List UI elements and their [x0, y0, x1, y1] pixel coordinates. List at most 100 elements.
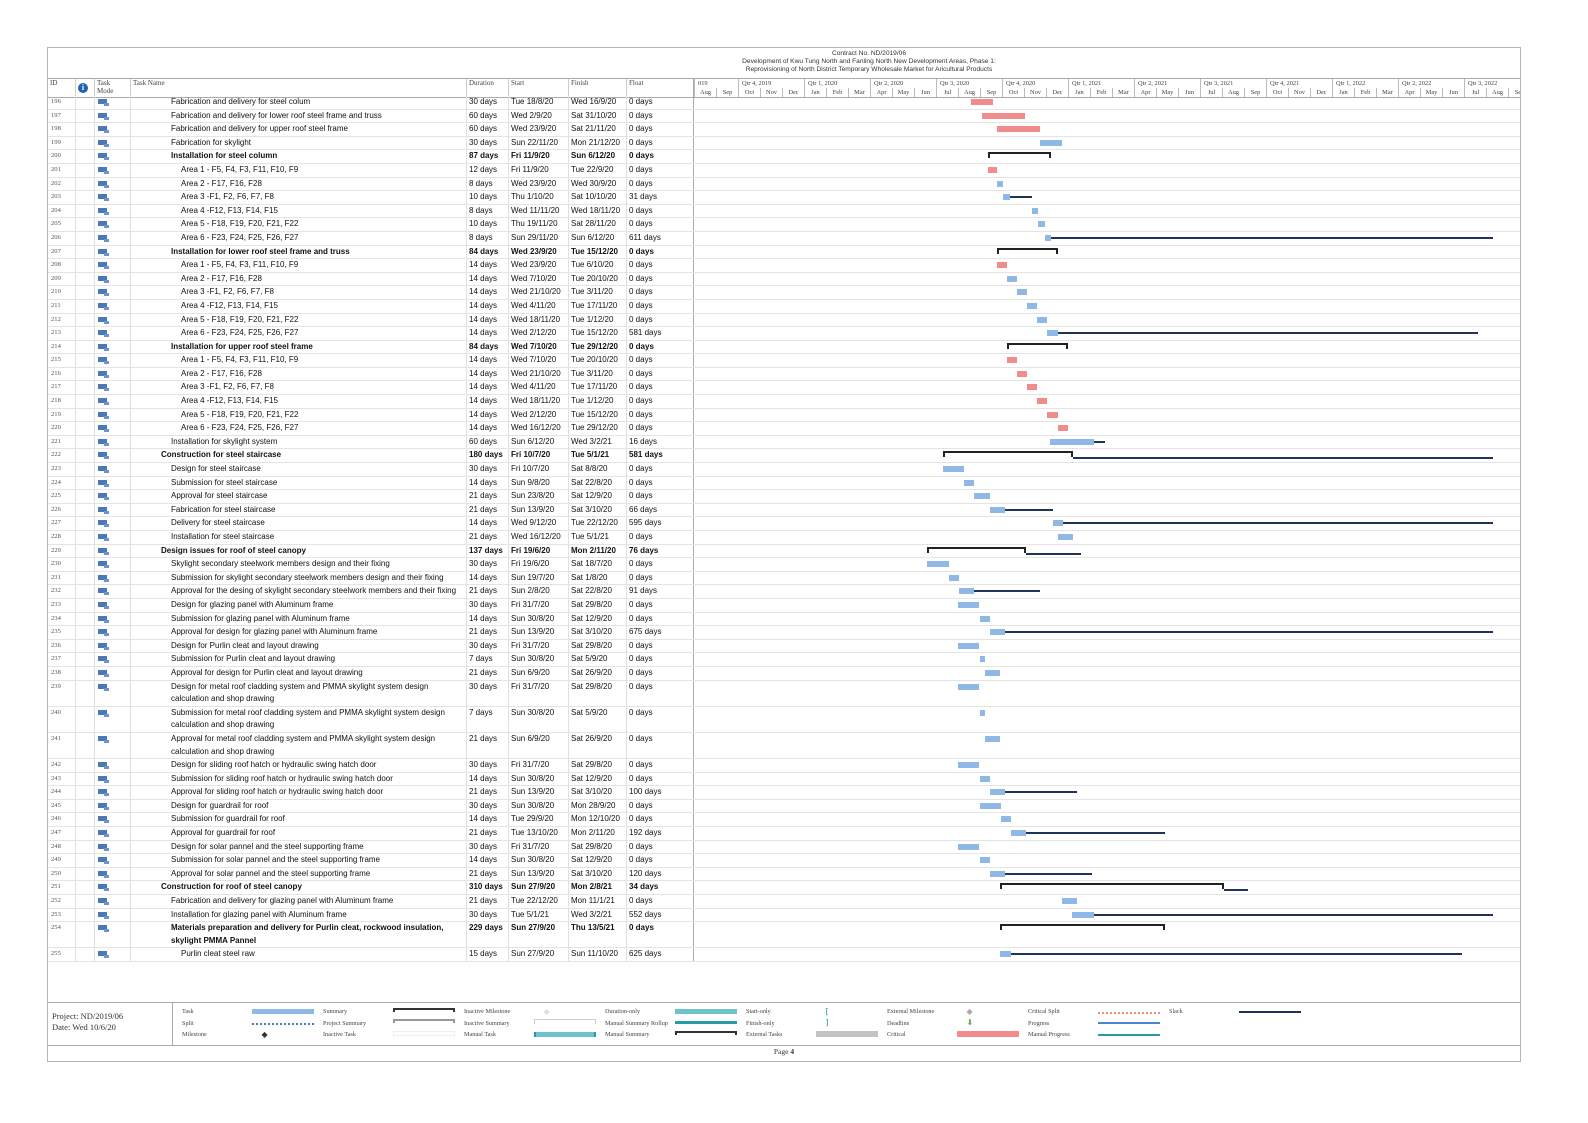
task-name[interactable]: Design for steel staircase — [131, 463, 467, 476]
task-row[interactable]: 231 Submission for skylight secondary ste… — [48, 571, 1520, 586]
task-bar[interactable] — [957, 843, 980, 850]
task-row[interactable]: 248 Design for solar pannel and the steel… — [48, 840, 1520, 855]
task-bar[interactable] — [1047, 330, 1058, 337]
task-bar[interactable] — [957, 762, 980, 769]
task-name[interactable]: Area 4 -F12, F13, F14, F15 — [131, 299, 467, 313]
task-name[interactable]: Installation for glazing panel with Alum… — [131, 908, 467, 922]
task-name[interactable]: Installation for lower roof steel frame … — [131, 245, 467, 259]
task-row[interactable]: 196 Fabrication and delivery for steel co… — [48, 96, 1520, 110]
task-name[interactable]: Construction for steel staircase — [131, 449, 467, 463]
task-row[interactable]: 214 Installation for upper roof steel fra… — [48, 340, 1520, 355]
col-float[interactable]: Float — [627, 79, 694, 97]
task-row[interactable]: 247 Approval for guardrail for roof 21 day… — [48, 827, 1520, 841]
task-name[interactable]: Area 4 -F12, F13, F14, F15 — [131, 395, 467, 408]
task-row[interactable]: 205 Area 5 - F18, F19, F20, F21, F22 10 da… — [48, 218, 1520, 232]
task-row[interactable]: 199 Fabrication for skylight 30 days Sun 22… — [48, 136, 1520, 151]
task-row[interactable]: 220 Area 6 - F23, F24, F25, F26, F27 14 da… — [48, 422, 1520, 436]
col-duration[interactable]: Duration — [467, 79, 509, 97]
task-name[interactable]: Installation for skylight system — [131, 435, 467, 449]
task-row[interactable]: 233 Design for glazing panel with Aluminu… — [48, 598, 1520, 613]
task-row[interactable]: 224 Submission for steel staircase 14 days… — [48, 476, 1520, 491]
task-bar[interactable] — [1001, 816, 1012, 823]
task-name[interactable]: Approval for guardrail for roof — [131, 827, 467, 840]
task-bar[interactable] — [1037, 316, 1048, 323]
col-start[interactable]: Start — [509, 79, 569, 97]
task-row[interactable]: 223 Design for steel staircase 30 days Fri … — [48, 463, 1520, 477]
task-row[interactable]: 213 Area 6 - F23, F24, F25, F26, F27 14 da… — [48, 327, 1520, 341]
task-name[interactable]: Area 3 -F1, F2, F6, F7, F8 — [131, 381, 467, 395]
critical-task-bar[interactable] — [1037, 398, 1048, 405]
task-row[interactable]: 225 Approval for steel staircase 21 days Su… — [48, 490, 1520, 504]
task-name[interactable]: Area 1 - F5, F4, F3, F11, F10, F9 — [131, 354, 467, 367]
task-bar[interactable] — [979, 709, 985, 716]
critical-task-bar[interactable] — [981, 112, 1026, 119]
task-bar[interactable] — [996, 180, 1003, 187]
task-row[interactable]: 242 Design for sliding roof hatch or hydr… — [48, 759, 1520, 773]
task-row[interactable]: 232 Approval for the desing of skylight s… — [48, 585, 1520, 599]
task-bar[interactable] — [989, 506, 1005, 513]
critical-task-bar[interactable] — [1047, 411, 1058, 418]
task-row[interactable]: 222 Construction for steel staircase 180 d… — [48, 449, 1520, 464]
task-bar[interactable] — [984, 669, 1000, 676]
task-name[interactable]: Submission for metal roof cladding syste… — [131, 706, 467, 732]
task-name[interactable]: Installation for steel column — [131, 150, 467, 163]
task-bar[interactable] — [942, 466, 965, 473]
task-row[interactable]: 200 Installation for steel column 87 days F… — [48, 150, 1520, 164]
task-name[interactable]: Approval for design for glazing panel wi… — [131, 626, 467, 639]
task-name[interactable]: Installation for upper roof steel frame — [131, 340, 467, 354]
task-row[interactable]: 226 Fabrication for steel staircase 21 day… — [48, 503, 1520, 518]
task-name[interactable]: Submission for Purlin cleat and layout d… — [131, 653, 467, 666]
task-bar[interactable] — [964, 479, 975, 486]
task-name[interactable]: Approval for solar pannel and the steel … — [131, 867, 467, 881]
task-row[interactable]: 246 Submission for guardrail for roof 14 d… — [48, 813, 1520, 828]
task-name[interactable]: Fabrication and delivery for steel colum — [131, 96, 467, 109]
task-bar[interactable] — [1027, 302, 1038, 309]
critical-task-bar[interactable] — [988, 166, 997, 173]
task-bar[interactable] — [999, 951, 1011, 958]
task-bar[interactable] — [984, 735, 1000, 742]
task-name[interactable]: Fabrication and delivery for lower roof … — [131, 109, 467, 123]
task-name[interactable]: Approval for steel staircase — [131, 490, 467, 503]
task-bar[interactable] — [1072, 911, 1094, 918]
task-name[interactable]: Delivery for steel staircase — [131, 517, 467, 530]
task-row[interactable]: 208 Area 1 - F5, F4, F3, F11, F10, F9 14 d… — [48, 259, 1520, 273]
task-name[interactable]: Submission for skylight secondary steelw… — [131, 571, 467, 585]
task-row[interactable]: 215 Area 1 - F5, F4, F3, F11, F10, F9 14 d… — [48, 354, 1520, 368]
task-bar[interactable] — [989, 789, 1005, 796]
task-row[interactable]: 211 Area 4 -F12, F13, F14, F15 14 days Wed … — [48, 299, 1520, 314]
task-name[interactable]: Construction for roof of steel canopy — [131, 881, 467, 895]
task-bar[interactable] — [1045, 234, 1052, 241]
task-bar[interactable] — [957, 642, 980, 649]
task-row[interactable]: 234 Submission for glazing panel with Alu… — [48, 612, 1520, 627]
critical-task-bar[interactable] — [1017, 370, 1028, 377]
task-bar[interactable] — [957, 601, 980, 608]
col-indicators[interactable]: i — [76, 79, 95, 97]
col-task-mode[interactable]: Task Mode — [95, 79, 131, 97]
task-row[interactable]: 235 Approval for design for glazing panel… — [48, 626, 1520, 640]
task-name[interactable]: Submission for steel staircase — [131, 476, 467, 490]
summary-bar[interactable] — [927, 546, 1027, 553]
task-bar[interactable] — [1038, 221, 1046, 228]
task-row[interactable]: 203 Area 3 -F1, F2, F6, F7, F8 10 days Thu … — [48, 191, 1520, 205]
task-bar[interactable] — [1002, 194, 1010, 201]
task-bar[interactable] — [957, 683, 980, 690]
task-bar[interactable] — [979, 775, 990, 782]
task-name[interactable]: Materials preparation and delivery for P… — [131, 922, 467, 948]
task-bar[interactable] — [1050, 438, 1094, 445]
task-bar[interactable] — [1052, 520, 1063, 527]
task-row[interactable]: 204 Area 4 -F12, F13, F14, F15 8 days Wed 1… — [48, 204, 1520, 219]
task-name[interactable]: Area 3 -F1, F2, F6, F7, F8 — [131, 191, 467, 204]
task-row[interactable]: 216 Area 2 - F17, F16, F28 14 days Wed 21/1… — [48, 367, 1520, 382]
task-name[interactable]: Fabrication for steel staircase — [131, 503, 467, 517]
task-row[interactable]: 255 Purlin cleat steel raw 15 days Sun 27/9… — [48, 948, 1520, 962]
task-row[interactable]: 249 Submission for solar pannel and the s… — [48, 854, 1520, 868]
task-name[interactable]: Approval for metal roof cladding system … — [131, 732, 467, 759]
task-name[interactable]: Approval for the desing of skylight seco… — [131, 585, 467, 598]
summary-bar[interactable] — [999, 883, 1224, 890]
task-bar[interactable] — [927, 561, 950, 568]
task-name[interactable]: Design issues for roof of steel canopy — [131, 544, 467, 558]
task-row[interactable]: 229 Design issues for roof of steel canop… — [48, 544, 1520, 559]
task-name[interactable]: Area 2 - F17, F16, F28 — [131, 367, 467, 381]
task-name[interactable]: Area 2 - F17, F16, F28 — [131, 272, 467, 286]
task-row[interactable]: 243 Submission for sliding roof hatch or … — [48, 772, 1520, 787]
